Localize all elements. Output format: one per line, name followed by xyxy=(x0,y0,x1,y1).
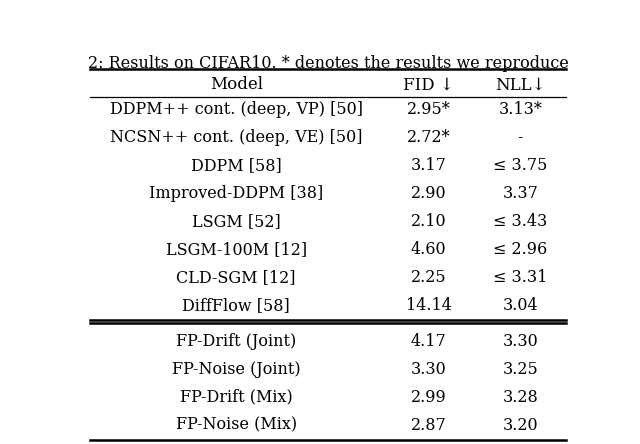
Text: 2.95*: 2.95* xyxy=(406,101,451,118)
Text: 3.13*: 3.13* xyxy=(499,101,542,118)
Text: 3.04: 3.04 xyxy=(502,297,538,314)
Text: 14.14: 14.14 xyxy=(406,297,451,314)
Text: 2.25: 2.25 xyxy=(411,269,446,286)
Text: ≤ 3.43: ≤ 3.43 xyxy=(493,213,547,230)
Text: 3.25: 3.25 xyxy=(502,361,538,378)
Text: FID ↓: FID ↓ xyxy=(403,76,454,93)
Text: -: - xyxy=(518,129,523,146)
Text: ≤ 2.96: ≤ 2.96 xyxy=(493,241,547,258)
Text: Model: Model xyxy=(210,76,263,93)
Text: DDPM++ cont. (deep, VP) [50]: DDPM++ cont. (deep, VP) [50] xyxy=(109,101,363,118)
Text: 3.30: 3.30 xyxy=(411,361,446,378)
Text: 3.37: 3.37 xyxy=(502,185,538,202)
Text: NLL↓: NLL↓ xyxy=(495,76,545,93)
Text: 3.20: 3.20 xyxy=(502,417,538,434)
Text: CLD-SGM [12]: CLD-SGM [12] xyxy=(177,269,296,286)
Text: 2: Results on CIFAR10. * denotes the results we reproduce: 2: Results on CIFAR10. * denotes the res… xyxy=(88,55,568,72)
Text: 3.30: 3.30 xyxy=(502,333,538,349)
Text: 2.10: 2.10 xyxy=(411,213,446,230)
Text: FP-Noise (Mix): FP-Noise (Mix) xyxy=(175,417,297,434)
Text: DiffFlow [58]: DiffFlow [58] xyxy=(182,297,290,314)
Text: 4.17: 4.17 xyxy=(411,333,446,349)
Text: 2.99: 2.99 xyxy=(411,388,446,406)
Text: NCSN++ cont. (deep, VE) [50]: NCSN++ cont. (deep, VE) [50] xyxy=(110,129,362,146)
Text: 3.17: 3.17 xyxy=(410,157,446,174)
Text: FP-Noise (Joint): FP-Noise (Joint) xyxy=(172,361,301,378)
Text: Improved-DDPM [38]: Improved-DDPM [38] xyxy=(149,185,323,202)
Text: LSGM-100M [12]: LSGM-100M [12] xyxy=(166,241,307,258)
Text: DDPM [58]: DDPM [58] xyxy=(191,157,282,174)
Text: 4.60: 4.60 xyxy=(411,241,446,258)
Text: LSGM [52]: LSGM [52] xyxy=(192,213,280,230)
Text: ≤ 3.31: ≤ 3.31 xyxy=(493,269,547,286)
Text: 2.90: 2.90 xyxy=(411,185,446,202)
Text: ≤ 3.75: ≤ 3.75 xyxy=(493,157,547,174)
Text: 2.72*: 2.72* xyxy=(406,129,451,146)
Text: FP-Drift (Mix): FP-Drift (Mix) xyxy=(180,388,292,406)
Text: 2.87: 2.87 xyxy=(411,417,446,434)
Text: FP-Drift (Joint): FP-Drift (Joint) xyxy=(176,333,296,349)
Text: 3.28: 3.28 xyxy=(502,388,538,406)
